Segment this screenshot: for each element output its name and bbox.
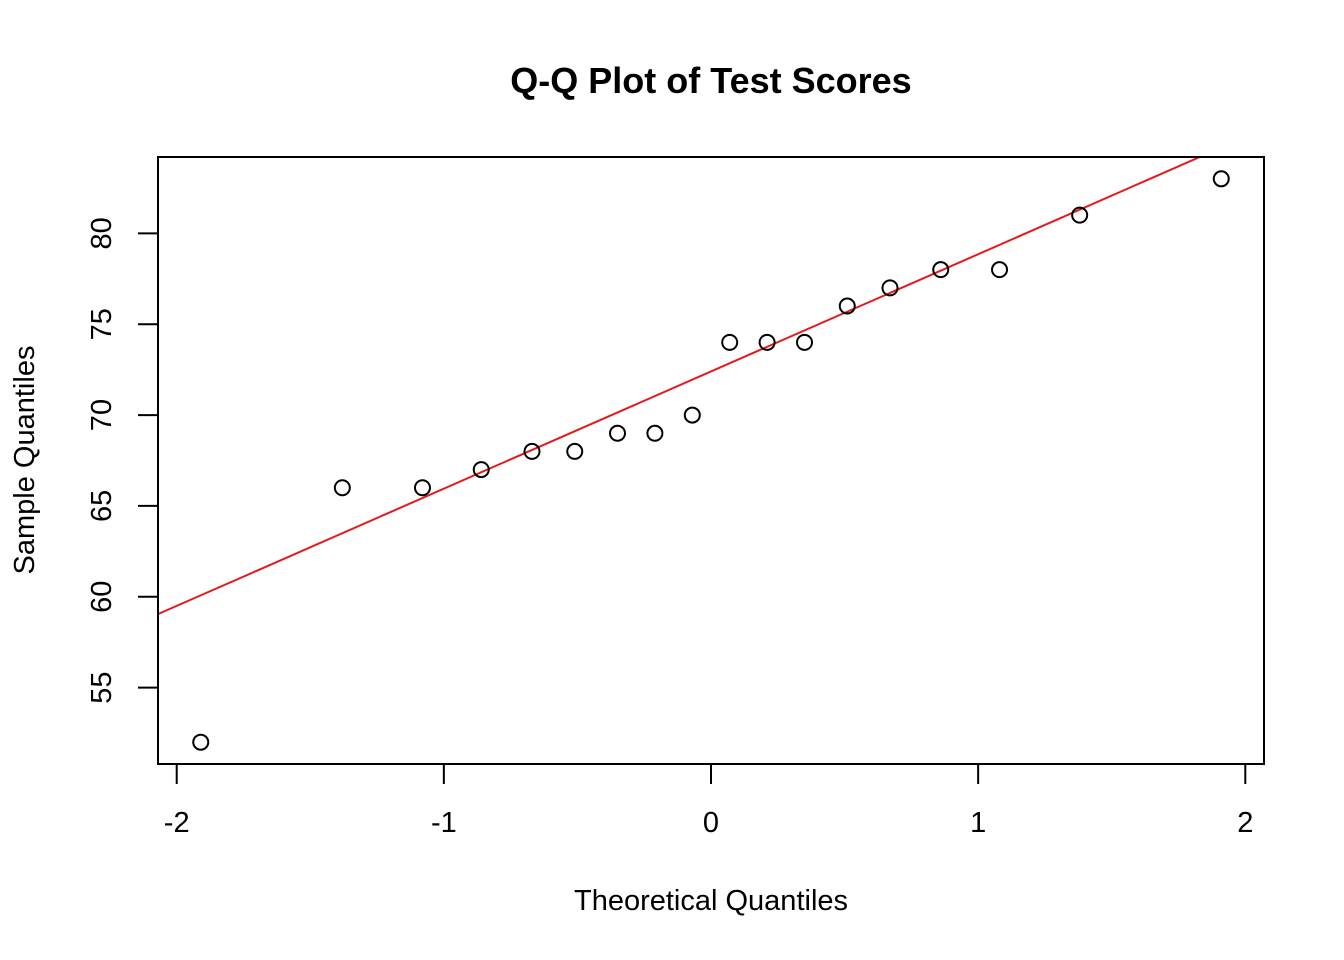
- data-point: [683, 406, 701, 424]
- data-point: [881, 279, 899, 297]
- data-point: [758, 333, 776, 351]
- data-point: [796, 333, 814, 351]
- data-point: [413, 479, 431, 497]
- y-tick-label: 75: [86, 308, 118, 340]
- data-point: [991, 261, 1009, 279]
- data-point: [1071, 206, 1089, 224]
- data-point: [608, 424, 626, 442]
- x-tick-label: 0: [703, 807, 719, 839]
- data-point: [721, 333, 739, 351]
- y-tick-label: 80: [86, 217, 118, 249]
- x-tick-label: 2: [1237, 807, 1253, 839]
- reference-line: [158, 157, 1203, 616]
- x-tick-label: 1: [970, 807, 986, 839]
- data-point: [1212, 170, 1230, 188]
- data-point: [932, 261, 950, 279]
- points-layer: [192, 170, 1230, 751]
- data-point: [566, 442, 584, 460]
- x-axis-label: Theoretical Quantiles: [574, 885, 848, 917]
- reference-line-layer: [158, 157, 1203, 616]
- x-tick-label: -2: [164, 807, 190, 839]
- y-tick-label: 60: [86, 581, 118, 613]
- plot-area: [157, 156, 1265, 765]
- x-axis: -2 -1 0 1 2: [164, 763, 1253, 839]
- chart-title: Q-Q Plot of Test Scores: [510, 60, 911, 101]
- data-point: [192, 733, 210, 751]
- x-tick-label: -1: [431, 807, 457, 839]
- plot-frame: [157, 156, 1265, 765]
- y-tick-label: 55: [86, 672, 118, 704]
- data-point: [646, 424, 664, 442]
- y-tick-label: 70: [86, 399, 118, 431]
- data-point: [472, 461, 490, 479]
- y-tick-label: 65: [86, 490, 118, 522]
- data-point: [838, 297, 856, 315]
- data-point: [333, 479, 351, 497]
- data-point: [523, 442, 541, 460]
- y-axis-label: Sample Quantiles: [9, 346, 41, 575]
- y-axis: 55 60 65 70 75 80: [86, 217, 159, 704]
